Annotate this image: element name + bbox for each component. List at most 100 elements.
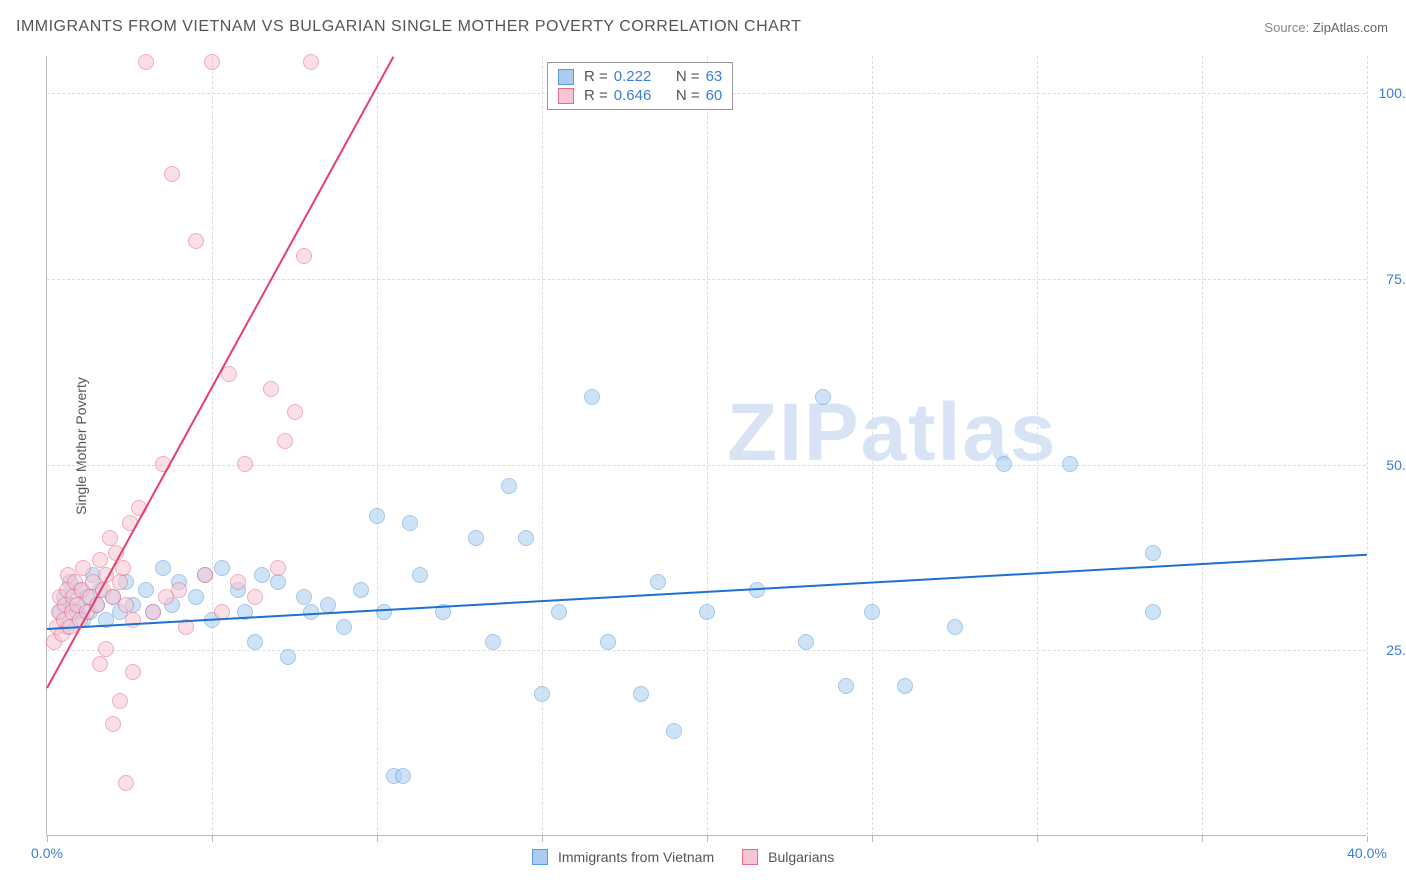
- y-tick-label: 75.0%: [1372, 271, 1406, 287]
- stat-n-key: N =: [676, 68, 700, 85]
- legend-swatch: [558, 69, 574, 85]
- data-point: [145, 604, 161, 620]
- data-point: [204, 54, 220, 70]
- data-point: [98, 641, 114, 657]
- gridline-vertical: [212, 56, 213, 835]
- data-point: [188, 233, 204, 249]
- data-point: [197, 567, 213, 583]
- stat-r-key: R =: [584, 87, 608, 104]
- data-point: [92, 552, 108, 568]
- data-point: [188, 589, 204, 605]
- legend-swatch: [742, 849, 758, 865]
- data-point: [270, 574, 286, 590]
- x-tick: [47, 836, 48, 842]
- data-point: [320, 597, 336, 613]
- gridline-vertical: [1037, 56, 1038, 835]
- data-point: [1145, 545, 1161, 561]
- data-point: [633, 686, 649, 702]
- data-point: [650, 574, 666, 590]
- y-tick-label: 100.0%: [1372, 85, 1406, 101]
- data-point: [1145, 604, 1161, 620]
- data-point: [138, 582, 154, 598]
- legend-swatch: [532, 849, 548, 865]
- data-point: [247, 589, 263, 605]
- data-point: [214, 560, 230, 576]
- data-point: [815, 389, 831, 405]
- data-point: [171, 582, 187, 598]
- data-point: [118, 775, 134, 791]
- data-point: [105, 716, 121, 732]
- data-point: [666, 723, 682, 739]
- x-tick: [707, 836, 708, 842]
- data-point: [798, 634, 814, 650]
- data-point: [303, 54, 319, 70]
- data-point: [296, 248, 312, 264]
- stat-n-value: 63: [706, 68, 723, 85]
- data-point: [102, 530, 118, 546]
- gridline-vertical: [1367, 56, 1368, 835]
- stats-legend: R = 0.222 N = 63R = 0.646 N = 60: [547, 62, 733, 110]
- x-tick-label: 0.0%: [31, 845, 63, 861]
- data-point: [112, 574, 128, 590]
- stat-n-value: 60: [706, 87, 723, 104]
- data-point: [125, 664, 141, 680]
- data-point: [254, 567, 270, 583]
- data-point: [468, 530, 484, 546]
- series-legend-item: Immigrants from Vietnam: [532, 849, 714, 865]
- x-tick: [377, 836, 378, 842]
- data-point: [485, 634, 501, 650]
- data-point: [534, 686, 550, 702]
- gridline-vertical: [542, 56, 543, 835]
- gridline-vertical: [377, 56, 378, 835]
- gridline-vertical: [1202, 56, 1203, 835]
- x-tick: [1037, 836, 1038, 842]
- gridline-vertical: [872, 56, 873, 835]
- x-tick: [872, 836, 873, 842]
- data-point: [164, 166, 180, 182]
- source-label: Source:: [1264, 20, 1309, 35]
- data-point: [412, 567, 428, 583]
- data-point: [75, 560, 91, 576]
- source-attribution: Source: ZipAtlas.com: [1264, 20, 1388, 35]
- scatter-plot-area: ZIPatlas 25.0%50.0%75.0%100.0%0.0%40.0%R…: [46, 56, 1366, 836]
- data-point: [237, 456, 253, 472]
- data-point: [1062, 456, 1078, 472]
- data-point: [296, 589, 312, 605]
- chart-title: IMMIGRANTS FROM VIETNAM VS BULGARIAN SIN…: [16, 18, 801, 36]
- x-tick: [542, 836, 543, 842]
- data-point: [947, 619, 963, 635]
- data-point: [280, 649, 296, 665]
- legend-swatch: [558, 88, 574, 104]
- series-legend: Immigrants from Vietnam Bulgarians: [532, 849, 834, 865]
- data-point: [118, 597, 134, 613]
- data-point: [336, 619, 352, 635]
- series-legend-label: Immigrants from Vietnam: [558, 849, 714, 865]
- data-point: [584, 389, 600, 405]
- data-point: [155, 560, 171, 576]
- x-tick-label: 40.0%: [1347, 845, 1387, 861]
- data-point: [287, 404, 303, 420]
- stat-r-value: 0.646: [614, 87, 652, 104]
- y-tick-label: 50.0%: [1372, 457, 1406, 473]
- data-point: [402, 515, 418, 531]
- data-point: [897, 678, 913, 694]
- y-tick-label: 25.0%: [1372, 642, 1406, 658]
- stat-r-value: 0.222: [614, 68, 652, 85]
- gridline-vertical: [707, 56, 708, 835]
- data-point: [138, 54, 154, 70]
- x-tick: [1202, 836, 1203, 842]
- data-point: [277, 433, 293, 449]
- data-point: [376, 604, 392, 620]
- series-legend-item: Bulgarians: [742, 849, 834, 865]
- data-point: [92, 656, 108, 672]
- data-point: [864, 604, 880, 620]
- trendline: [46, 57, 394, 689]
- data-point: [247, 634, 263, 650]
- data-point: [838, 678, 854, 694]
- data-point: [230, 574, 246, 590]
- data-point: [270, 560, 286, 576]
- data-point: [996, 456, 1012, 472]
- x-tick: [212, 836, 213, 842]
- data-point: [551, 604, 567, 620]
- stat-n-key: N =: [676, 87, 700, 104]
